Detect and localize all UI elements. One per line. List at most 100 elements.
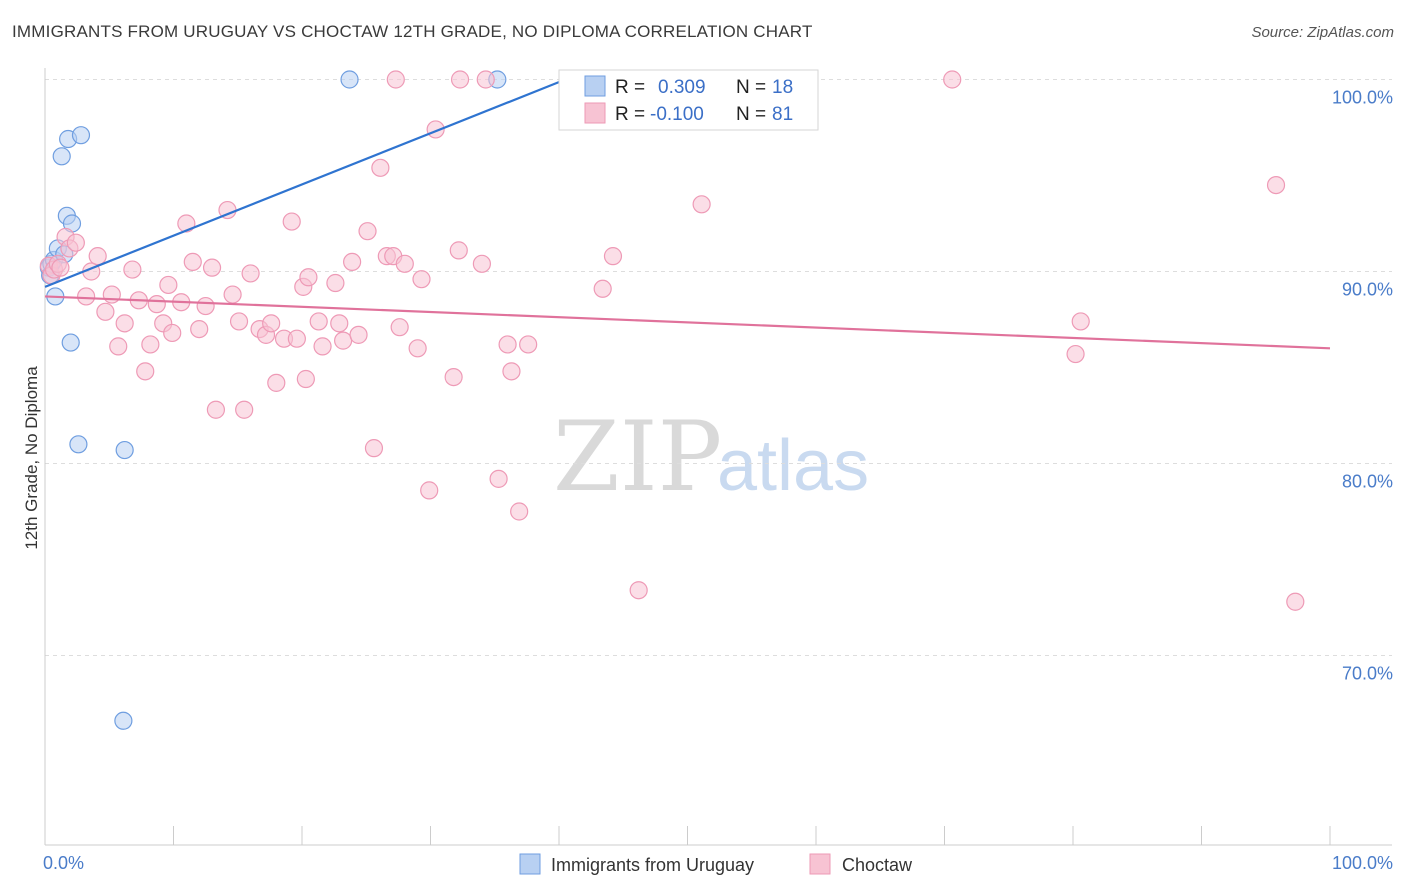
stats-legend: R = 0.309 N = 18 R = -0.100 N = 81	[558, 69, 819, 131]
choctaw-point	[1266, 176, 1286, 195]
x-tick-label: 100.0%	[1332, 853, 1393, 873]
choctaw-point	[163, 323, 182, 343]
y-axis-label: 12th Grade, No Diploma	[22, 366, 41, 550]
choctaw-point	[489, 469, 508, 488]
choctaw-point	[202, 258, 222, 277]
choctaw-point	[147, 295, 166, 314]
choctaw-point	[519, 335, 538, 354]
choctaw-point	[262, 314, 281, 333]
choctaw-point	[183, 252, 202, 271]
choctaw-point	[123, 260, 142, 279]
legend-r-value-choctaw: -0.100	[650, 104, 704, 125]
series-legend: Immigrants from Uruguay Choctaw	[519, 853, 913, 875]
choctaw-point	[267, 373, 286, 392]
choctaw-point	[190, 320, 209, 339]
choctaw-point	[692, 195, 711, 214]
choctaw-point	[136, 362, 155, 381]
legend-swatch-choctaw	[584, 102, 606, 124]
choctaw-point	[390, 318, 409, 337]
choctaw-point	[1071, 312, 1090, 331]
choctaw-point	[1066, 344, 1085, 364]
choctaw-point	[943, 70, 962, 89]
uruguay-point	[61, 333, 80, 352]
y-tick-label: 100.0%	[1332, 88, 1393, 108]
legend-r-value-uruguay: 0.309	[658, 77, 706, 98]
y-tick-label: 70.0%	[1342, 664, 1393, 684]
choctaw-point	[420, 481, 439, 500]
legend-r-label-uruguay: R =	[615, 77, 645, 98]
choctaw-point	[299, 268, 318, 287]
choctaw-point	[141, 335, 160, 354]
choctaw-point	[629, 581, 648, 600]
uruguay-point	[52, 147, 71, 166]
source-label: Source: ZipAtlas.com	[1251, 24, 1394, 41]
choctaw-point	[364, 439, 384, 458]
legend-n-label-choctaw: N =	[736, 104, 766, 125]
choctaw-point	[408, 339, 427, 358]
choctaw-point	[349, 325, 368, 344]
y-tick-label: 80.0%	[1342, 472, 1393, 492]
choctaw-point	[358, 222, 377, 241]
legend-swatch-uruguay	[584, 75, 606, 97]
choctaw-point	[502, 362, 521, 381]
choctaw-point	[51, 258, 70, 277]
choctaw-point	[235, 400, 254, 419]
choctaw-point	[395, 254, 414, 273]
choctaw-point	[109, 337, 128, 356]
choctaw-point	[593, 279, 612, 298]
legend-bottom-label-uruguay: Immigrants from Uruguay	[551, 855, 754, 875]
watermark-zip: ZIP	[553, 401, 722, 513]
legend-bottom-swatch-choctaw	[809, 853, 831, 875]
choctaw-point	[334, 331, 353, 350]
choctaw-point	[330, 314, 349, 333]
choctaw-trend-line	[44, 295, 1331, 350]
choctaw-point	[412, 270, 431, 289]
legend-r-label-choctaw: R =	[615, 104, 645, 125]
choctaw-point	[476, 70, 495, 89]
choctaw-points	[39, 70, 1305, 611]
uruguay-point	[69, 435, 88, 454]
choctaw-point	[77, 287, 96, 306]
legend-n-label-uruguay: N =	[736, 77, 766, 98]
choctaw-point	[287, 329, 306, 348]
choctaw-point	[326, 273, 345, 293]
choctaw-point	[88, 247, 107, 266]
choctaw-point	[223, 285, 242, 304]
choctaw-point	[241, 264, 260, 283]
choctaw-point	[159, 275, 178, 295]
x-tick-label: 0.0%	[43, 853, 84, 873]
legend-bottom-swatch-uruguay	[519, 853, 541, 875]
uruguay-point	[340, 70, 359, 89]
y-tick-label: 90.0%	[1342, 280, 1393, 300]
uruguay-point	[71, 126, 91, 145]
choctaw-point	[371, 158, 390, 177]
uruguay-point	[114, 711, 133, 730]
data-points	[39, 70, 1305, 730]
uruguay-trend-line	[44, 78, 566, 288]
choctaw-point	[309, 312, 328, 331]
choctaw-point	[196, 296, 215, 316]
legend-bottom-label-choctaw: Choctaw	[842, 855, 913, 875]
choctaw-point	[603, 247, 623, 266]
choctaw-point	[96, 302, 115, 321]
choctaw-point	[282, 212, 301, 231]
choctaw-point	[449, 241, 468, 260]
choctaw-point	[229, 312, 249, 331]
choctaw-point	[510, 502, 529, 521]
choctaw-point	[313, 337, 332, 356]
uruguay-points	[39, 70, 507, 730]
axes: 100.0% 90.0% 80.0% 70.0% 0.0% 100.0%	[43, 68, 1393, 873]
trend-lines	[44, 78, 1331, 350]
uruguay-point	[115, 440, 134, 460]
legend-n-value-uruguay: 18	[772, 77, 793, 98]
choctaw-point	[444, 368, 463, 387]
grid-lines	[45, 79, 1392, 656]
choctaw-point	[472, 254, 491, 273]
watermark-atlas: atlas	[717, 426, 869, 506]
choctaw-point	[66, 233, 85, 252]
choctaw-point	[450, 70, 470, 89]
choctaw-point	[498, 335, 517, 354]
choctaw-point	[206, 400, 226, 419]
choctaw-point	[386, 70, 405, 89]
